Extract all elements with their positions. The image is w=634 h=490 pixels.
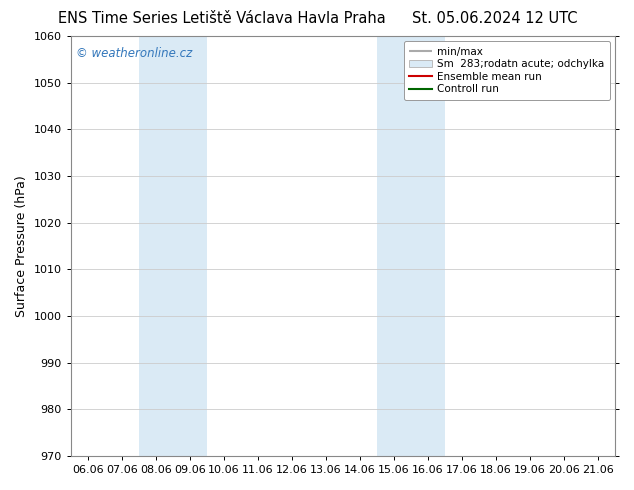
Bar <box>377 36 445 456</box>
Text: © weatheronline.cz: © weatheronline.cz <box>76 47 192 60</box>
Y-axis label: Surface Pressure (hPa): Surface Pressure (hPa) <box>15 175 28 317</box>
Text: St. 05.06.2024 12 UTC: St. 05.06.2024 12 UTC <box>411 11 578 26</box>
Bar <box>139 36 207 456</box>
Text: ENS Time Series Letiště Václava Havla Praha: ENS Time Series Letiště Václava Havla Pr… <box>58 11 385 26</box>
Legend: min/max, Sm  283;rodatn acute; odchylka, Ensemble mean run, Controll run: min/max, Sm 283;rodatn acute; odchylka, … <box>404 41 610 99</box>
